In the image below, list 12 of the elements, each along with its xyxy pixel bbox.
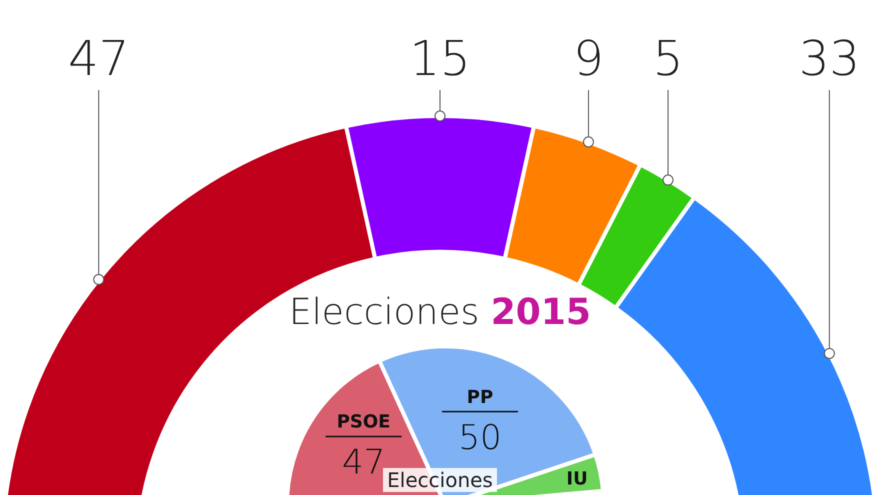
data-label: 47 (68, 31, 130, 87)
slice-label: IU (566, 468, 588, 490)
data-label: 47 (342, 442, 386, 483)
text: Elecciones (387, 468, 493, 492)
slice-label: PSOE (336, 412, 390, 433)
data-label: 15 (409, 31, 471, 87)
data-label: 5 (652, 31, 684, 87)
data-label: 9 (573, 31, 604, 87)
slice-label: PP (466, 386, 494, 408)
chart-title: Elecciones 2015 (289, 292, 591, 333)
data-label: 50 (458, 418, 502, 458)
data-label: 33 (798, 31, 860, 87)
